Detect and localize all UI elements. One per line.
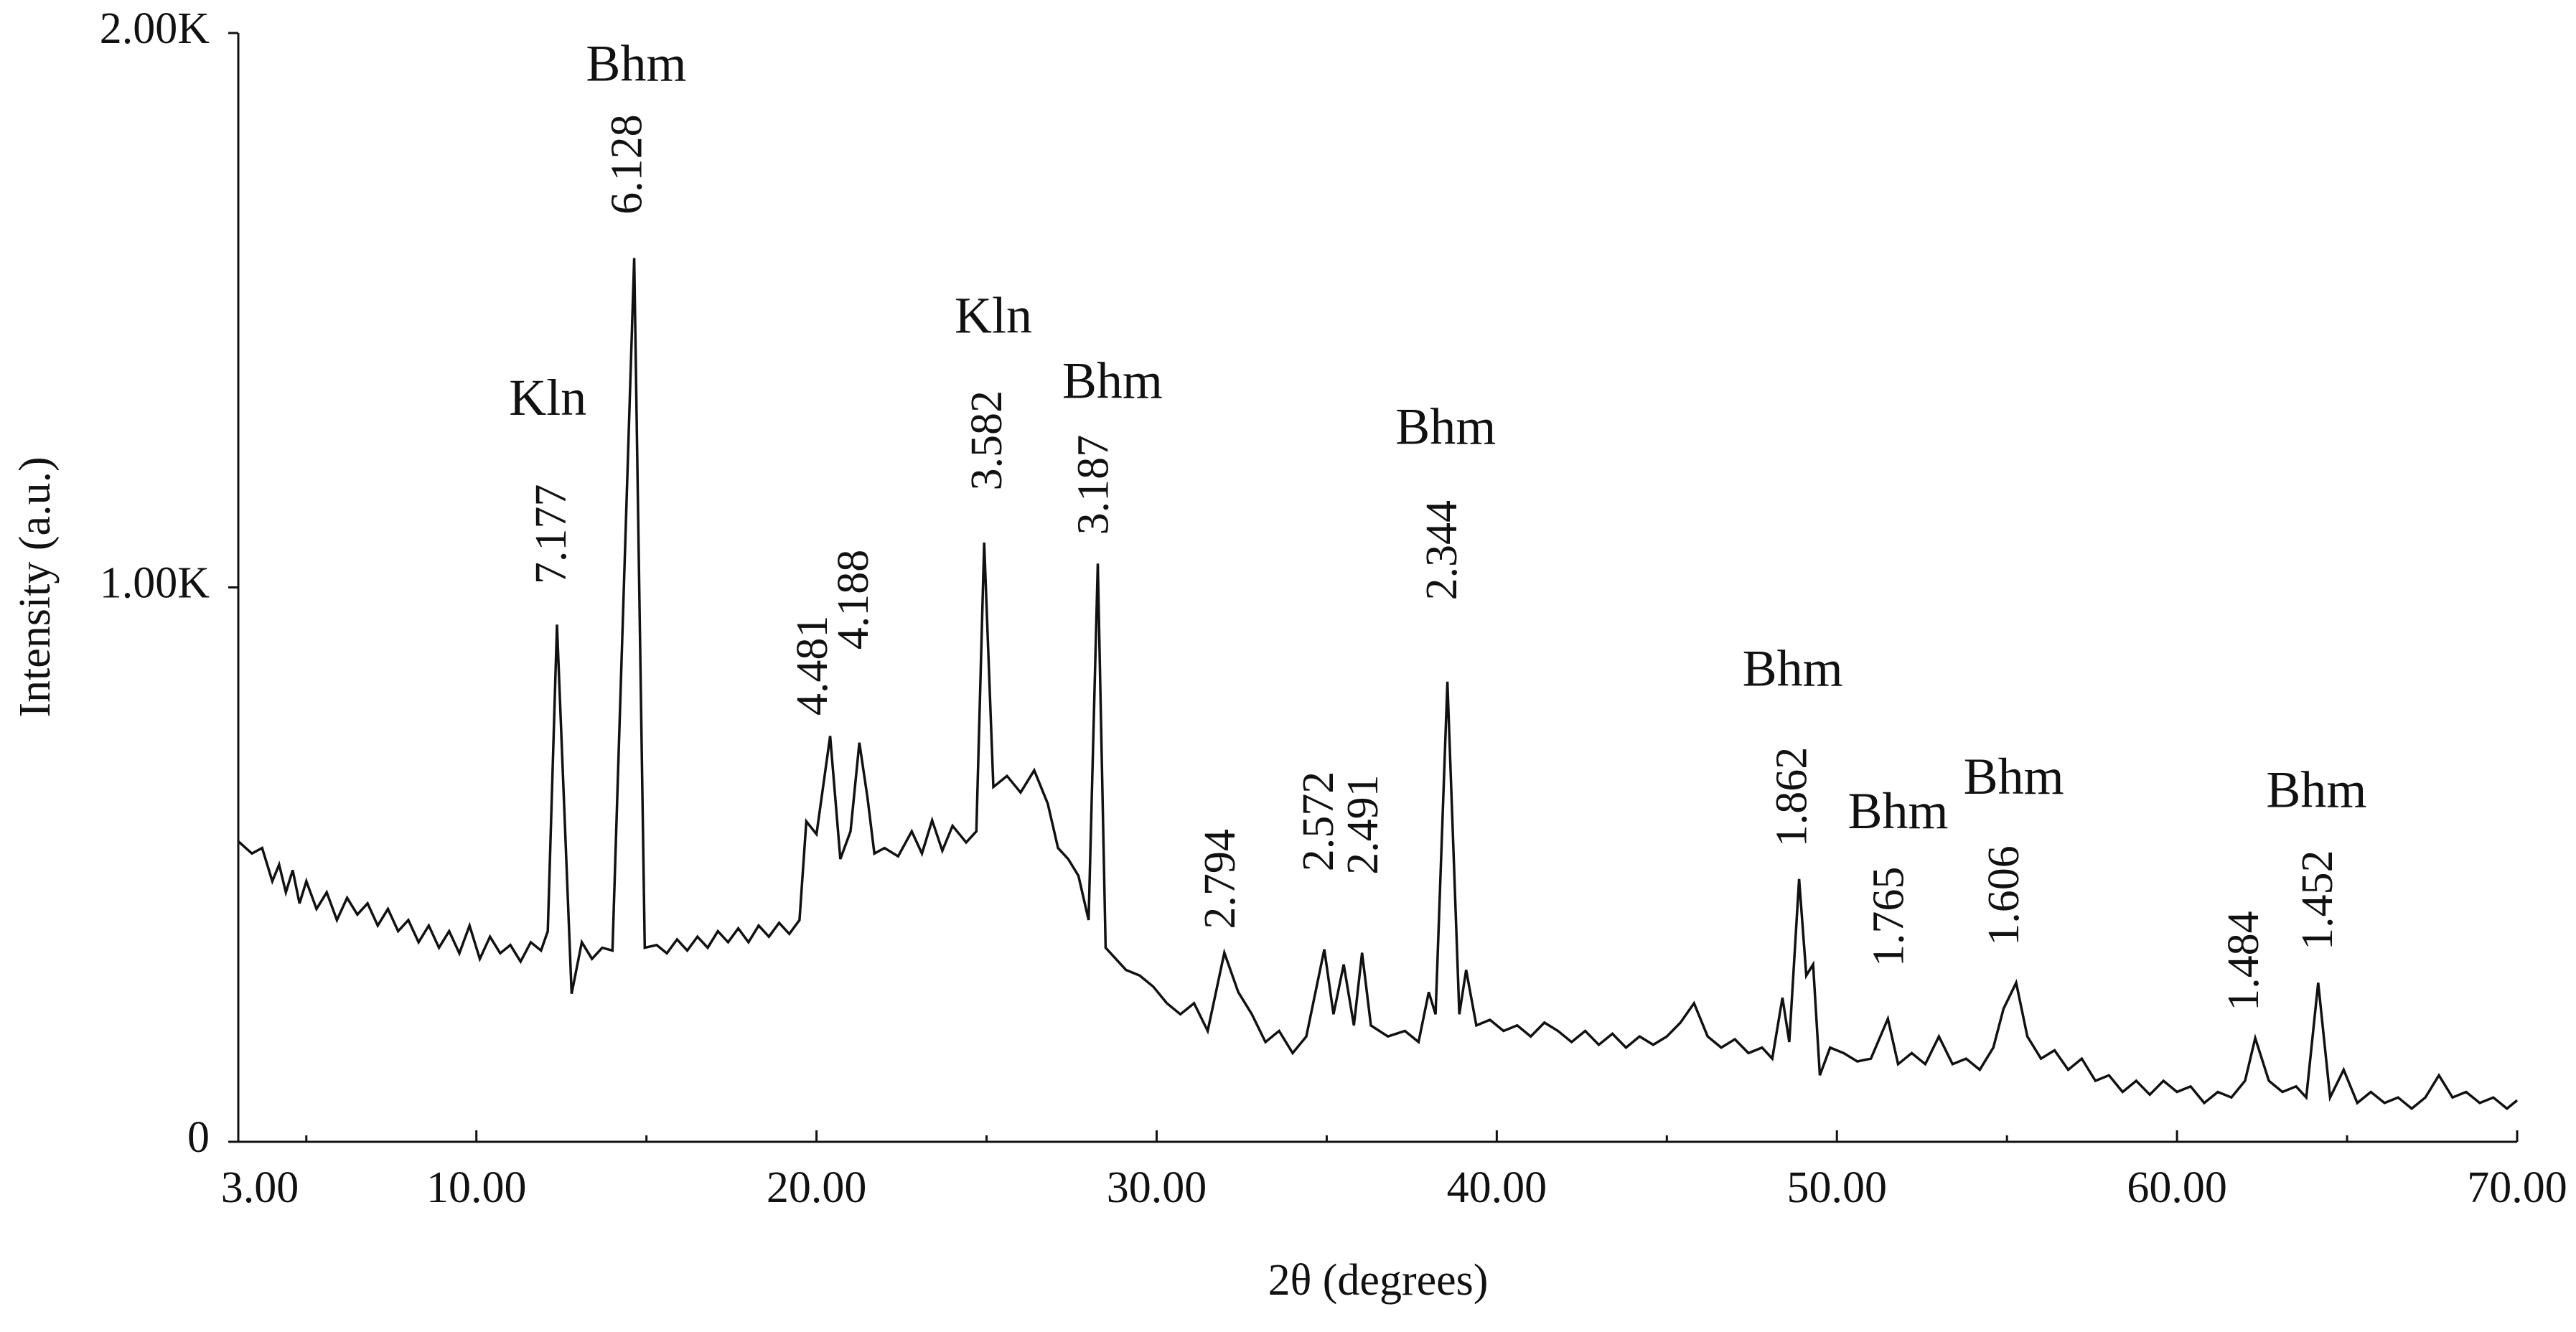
x-tick-label: 70.00 xyxy=(2467,1163,2567,1212)
x-tick-label: 20.00 xyxy=(767,1163,867,1212)
phase-label: Kln xyxy=(509,369,586,426)
peak-label: 1.452 xyxy=(2293,850,2342,950)
phase-label: Bhm xyxy=(1964,748,2064,805)
phase-label: Bhm xyxy=(1743,640,1843,698)
peak-label: 6.128 xyxy=(603,114,652,215)
peak-label: 4.481 xyxy=(788,616,837,716)
peak-label: 1.484 xyxy=(2219,911,2268,1011)
peak-label: 1.765 xyxy=(1865,867,1914,967)
peak-label: 7.177 xyxy=(527,484,576,585)
phase-label: Bhm xyxy=(586,35,686,93)
y-tick-label: 0 xyxy=(187,1113,210,1162)
x-tick-label: 40.00 xyxy=(1447,1163,1547,1212)
peak-label: 2.794 xyxy=(1196,829,1245,929)
x-tick-label: 3.00 xyxy=(221,1163,299,1212)
phase-label: Bhm xyxy=(2266,761,2366,819)
peak-label: 3.582 xyxy=(963,390,1011,491)
peak-label: 2.344 xyxy=(1418,500,1466,601)
phase-label: Kln xyxy=(955,286,1032,344)
peak-label: 2.572 xyxy=(1294,771,1343,872)
peak-label: 2.491 xyxy=(1339,774,1387,875)
phase-label: Bhm xyxy=(1395,398,1496,456)
x-tick-label: 60.00 xyxy=(2127,1163,2227,1212)
y-tick-label: 2.00K xyxy=(100,4,210,53)
y-axis-title: Intensity (a.u.) xyxy=(11,456,60,717)
peak-label: 1.606 xyxy=(1980,845,2028,946)
x-tick-label: 30.00 xyxy=(1107,1163,1207,1212)
phase-label: Bhm xyxy=(1848,782,1949,840)
peak-label: 4.188 xyxy=(829,550,878,650)
x-tick-label: 10.00 xyxy=(426,1163,527,1212)
y-tick-label: 1.00K xyxy=(100,559,210,608)
x-axis-title: 2θ (degrees) xyxy=(1268,1256,1489,1305)
x-tick-label: 50.00 xyxy=(1786,1163,1887,1212)
peak-label: 3.187 xyxy=(1069,435,1118,535)
phase-label: Bhm xyxy=(1062,352,1163,410)
peak-label: 1.862 xyxy=(1768,747,1817,848)
xrd-line xyxy=(237,258,2519,1110)
